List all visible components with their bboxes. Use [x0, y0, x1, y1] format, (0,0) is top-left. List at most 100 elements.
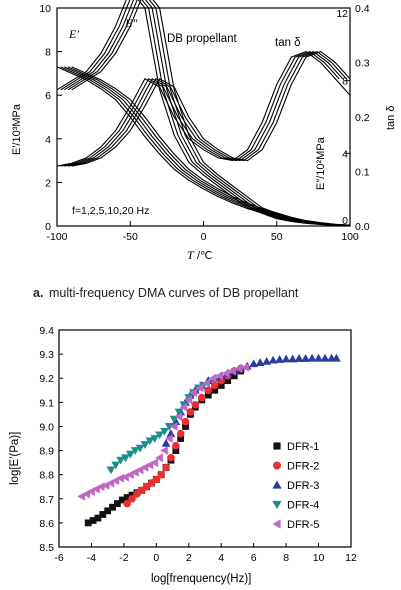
chart-b-point-dfr-2	[172, 441, 180, 450]
chart-b-legend-label: DFR-1	[287, 441, 319, 453]
chart-b-legend-label: DFR-4	[287, 500, 319, 512]
chart-b-point-dfr-4	[164, 423, 174, 431]
chart-b-point-dfr-4	[116, 456, 126, 465]
chart-b-ytick-label: 8.7	[39, 494, 54, 506]
chart-b-point-dfr-1	[118, 496, 126, 504]
chart-b-point-dfr-1	[114, 500, 121, 507]
chart-b-point-dfr-4	[121, 454, 130, 463]
chart-b-point-dfr-3	[268, 355, 278, 364]
chart-a-xtick-label: -50	[123, 231, 138, 243]
chart-b-point-dfr-3	[288, 354, 297, 363]
chart-a-curve-right_outer-2hz	[60, 50, 340, 167]
chart-b-point-dfr-2	[197, 393, 206, 402]
chart-b-point-dfr-5	[208, 373, 217, 383]
chart-b-point-dfr-2	[176, 429, 185, 438]
chart-a-caption-text: multi-frequency DMA curves of DB propell…	[49, 286, 299, 300]
chart-b-xtick-label: 4	[218, 552, 224, 564]
chart-a-curve-left-20hz	[71, 66, 351, 226]
chart-a-ytick-right-outer-label: 0.1	[355, 167, 370, 179]
chart-b-ylabel: log[E′(Pa)]	[9, 432, 21, 485]
chart-b-point-dfr-3	[294, 354, 304, 362]
chart-b-xtick-label: 6	[251, 552, 257, 564]
chart-b-point-dfr-3	[301, 354, 310, 362]
chart-b-point-dfr-3	[161, 438, 171, 447]
chart-b-xtick-label: -4	[87, 552, 96, 564]
chart-a-xtick-label: 50	[271, 231, 283, 243]
chart-a-xtick-label: 100	[341, 231, 359, 243]
chart-b-point-dfr-1	[182, 423, 189, 430]
chart-b-ytick-label: 8.9	[39, 446, 54, 458]
chart-a-curve-right_inner-20hz	[71, 0, 351, 226]
chart-a-curves	[56, 0, 351, 227]
chart-a-annot-loss: E″	[124, 16, 138, 30]
chart-a-ytick-right-inner-label: 0	[342, 215, 348, 227]
chart-a-curve-right_inner-2hz	[60, 0, 340, 226]
chart-b-point-dfr-4	[125, 450, 135, 459]
chart-b-ticks	[58, 329, 352, 548]
chart-b-point-dfr-4	[145, 437, 155, 446]
chart-b-point-dfr-5	[96, 482, 105, 492]
chart-b-point-dfr-3	[255, 358, 265, 366]
chart-b-plot-frame	[58, 329, 352, 548]
chart-b-point-dfr-4	[174, 408, 184, 417]
chart-b-point-dfr-5	[169, 422, 178, 431]
chart-a-xtick-label: 0	[201, 231, 207, 243]
chart-b-point-dfr-1	[99, 511, 107, 518]
chart-b-point-dfr-5	[215, 371, 223, 381]
chart-a-curve-right_outer-10hz	[67, 50, 347, 167]
chart-b-point-dfr-5	[179, 402, 188, 412]
chart-b-point-dfr-5	[241, 362, 249, 372]
chart-b-point-dfr-2	[191, 400, 200, 409]
chart-a-caption-letter: a.	[33, 286, 43, 300]
chart-a-ylabel-right-inner: E″/10²MPa	[315, 136, 327, 190]
chart-b-point-dfr-2	[181, 417, 190, 426]
chart-a-title: DB propellant	[167, 33, 237, 45]
chart-b-point-dfr-2	[157, 470, 165, 479]
chart-b-xtick-label: 0	[153, 552, 159, 564]
chart-b-point-dfr-3	[332, 353, 341, 362]
chart-b-legend-marker-dfr-2	[273, 461, 281, 470]
chart-a-annot-storage: E′	[68, 27, 79, 41]
chart-a-annot-tan: tan δ	[275, 37, 301, 49]
chart-b-tick-labels: -6 -4 -2 0 2 4 6 8 10 12 8.5 8.6 8.7 8.8 8.9 9.0 9.1 9.2 9…	[39, 325, 357, 564]
chart-b-xtick-label: -2	[119, 552, 128, 564]
chart-b-point-dfr-5	[221, 369, 230, 378]
chart-b-point-dfr-3	[166, 429, 176, 438]
chart-b-point-dfr-1	[104, 507, 112, 515]
chart-a-curve-right_inner-5hz	[64, 0, 343, 226]
chart-b-point-dfr-3	[249, 359, 259, 368]
chart-b-ytick-label: 9.2	[39, 373, 54, 385]
chart-a-ytick-left-label: 10	[39, 3, 51, 15]
chart-a-curve-right_outer-20hz	[71, 50, 351, 167]
chart-b-legend-marker-dfr-4	[272, 500, 282, 510]
chart-a-ytick-right-outer-label: 0.4	[355, 3, 370, 15]
chart-b-point-dfr-1	[172, 447, 180, 454]
chart-a-ylabel-right-outer: tan δ	[385, 106, 397, 130]
chart-b-point-dfr-3	[281, 354, 291, 363]
chart-a-ytick-right-inner-label: 12	[336, 8, 348, 20]
chart-b-point-dfr-5	[150, 458, 159, 468]
chart-b-xtick-label: 8	[283, 552, 289, 564]
chart-b-point-dfr-3	[320, 353, 330, 362]
chart-b-legend-marker-dfr-1	[273, 442, 281, 450]
chart-b-legend-label: DFR-3	[287, 480, 319, 492]
chart-b-point-dfr-2	[167, 453, 175, 462]
chart-b-point-dfr-4	[150, 435, 160, 443]
chart-a-curve-right_outer-1hz	[56, 50, 351, 167]
chart-b-point-dfr-1	[177, 435, 185, 442]
chart-a: -100 -50 0 50 1000246810048120.00.10.20.30.4…	[11, 0, 397, 300]
chart-b-point-dfr-1	[217, 382, 225, 389]
chart-a-ytick-right-inner-label: 8	[342, 76, 348, 88]
chart-a-curve-right_inner-10hz	[67, 0, 347, 226]
chart-b-point-dfr-4	[140, 441, 150, 449]
chart-b-point-dfr-1	[84, 519, 92, 527]
chart-b-xtick-label: 10	[313, 552, 325, 564]
chart-b-point-dfr-5	[164, 434, 173, 443]
chart-a-xtick-label: -100	[46, 231, 67, 243]
chart-b-legend-marker-dfr-5	[272, 519, 281, 529]
chart-b-point-dfr-5	[160, 446, 168, 455]
chart-a-curve-right_outer-5hz	[64, 50, 344, 167]
chart-b-point-dfr-2	[186, 408, 195, 416]
chart-b: -6 -4 -2 0 2 4 6 8 10 12 8.5 8.6 8.7 8.8 8.9 9.0 9.1 9.2 9…	[9, 325, 357, 585]
